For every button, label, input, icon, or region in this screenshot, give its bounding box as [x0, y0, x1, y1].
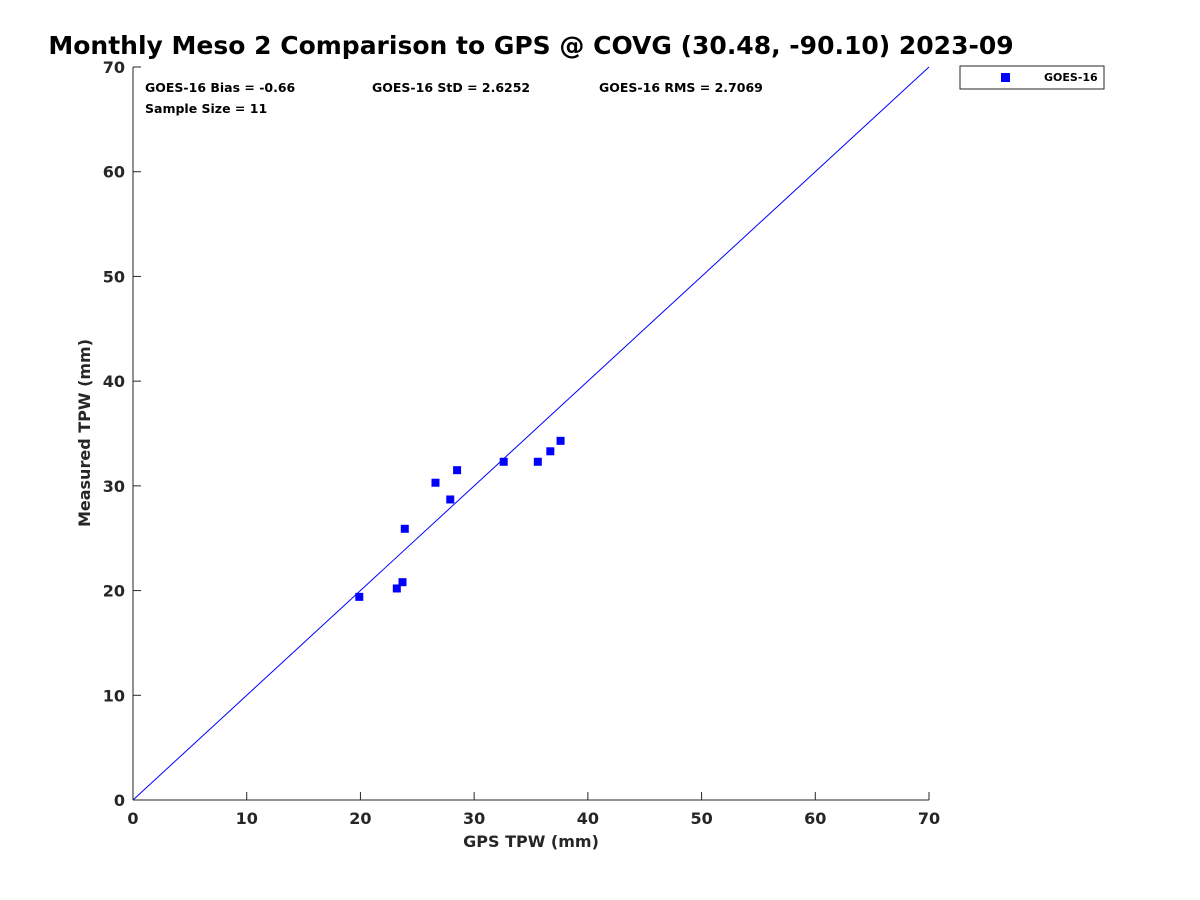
data-point-0-8	[533, 457, 542, 466]
y-tick-label-70: 70	[103, 58, 125, 77]
x-tick-label-60: 60	[804, 809, 826, 828]
legend-label-goes16: GOES-16	[1044, 71, 1098, 84]
y-tick-label-20: 20	[103, 582, 125, 601]
x-tick-label-10: 10	[236, 809, 258, 828]
y-tick-label-40: 40	[103, 372, 125, 391]
data-point-0-3	[400, 524, 409, 533]
stat-std: GOES-16 StD = 2.6252	[372, 80, 530, 95]
stat-rms: GOES-16 RMS = 2.7069	[599, 80, 763, 95]
data-point-0-1	[392, 584, 401, 593]
y-tick-label-0: 0	[114, 791, 125, 810]
data-point-0-7	[499, 457, 508, 466]
x-tick-label-20: 20	[349, 809, 371, 828]
x-tick-label-50: 50	[690, 809, 712, 828]
data-point-0-4	[431, 478, 440, 487]
legend-marker	[1001, 73, 1010, 82]
y-tick-label-30: 30	[103, 477, 125, 496]
data-point-0-9	[546, 447, 555, 456]
y-tick-label-60: 60	[103, 163, 125, 182]
plot-area: 0 10 20 30 40 50 60 70 0 10 20 30 40 50 60 70	[103, 58, 940, 828]
data-point-0-0	[355, 592, 364, 601]
legend-box	[959, 65, 1105, 90]
y-axis-label: Measured TPW (mm)	[75, 339, 94, 527]
data-point-0-10	[556, 436, 565, 445]
stat-bias: GOES-16 Bias = -0.66	[145, 80, 296, 95]
chart-title: Monthly Meso 2 Comparison to GPS @ COVG …	[48, 31, 1013, 60]
y-tick-label-10: 10	[103, 686, 125, 705]
data-point-0-2	[398, 578, 407, 587]
data-point-0-5	[446, 495, 455, 504]
x-tick-label-0: 0	[127, 809, 138, 828]
legend: GOES-16	[959, 65, 1105, 90]
x-axis-label: GPS TPW (mm)	[463, 832, 599, 851]
x-tick-label-40: 40	[577, 809, 599, 828]
x-tick-label-30: 30	[463, 809, 485, 828]
data-points-layer	[355, 436, 565, 601]
ticks-layer: 0 10 20 30 40 50 60 70 0 10 20 30 40 50 60 70	[103, 58, 940, 828]
stat-sample-size: Sample Size = 11	[145, 101, 267, 116]
reference-line	[132, 66, 930, 801]
data-point-0-6	[453, 466, 462, 475]
y-tick-label-50: 50	[103, 267, 125, 286]
reference-line-layer	[132, 66, 930, 801]
x-tick-label-70: 70	[918, 809, 940, 828]
